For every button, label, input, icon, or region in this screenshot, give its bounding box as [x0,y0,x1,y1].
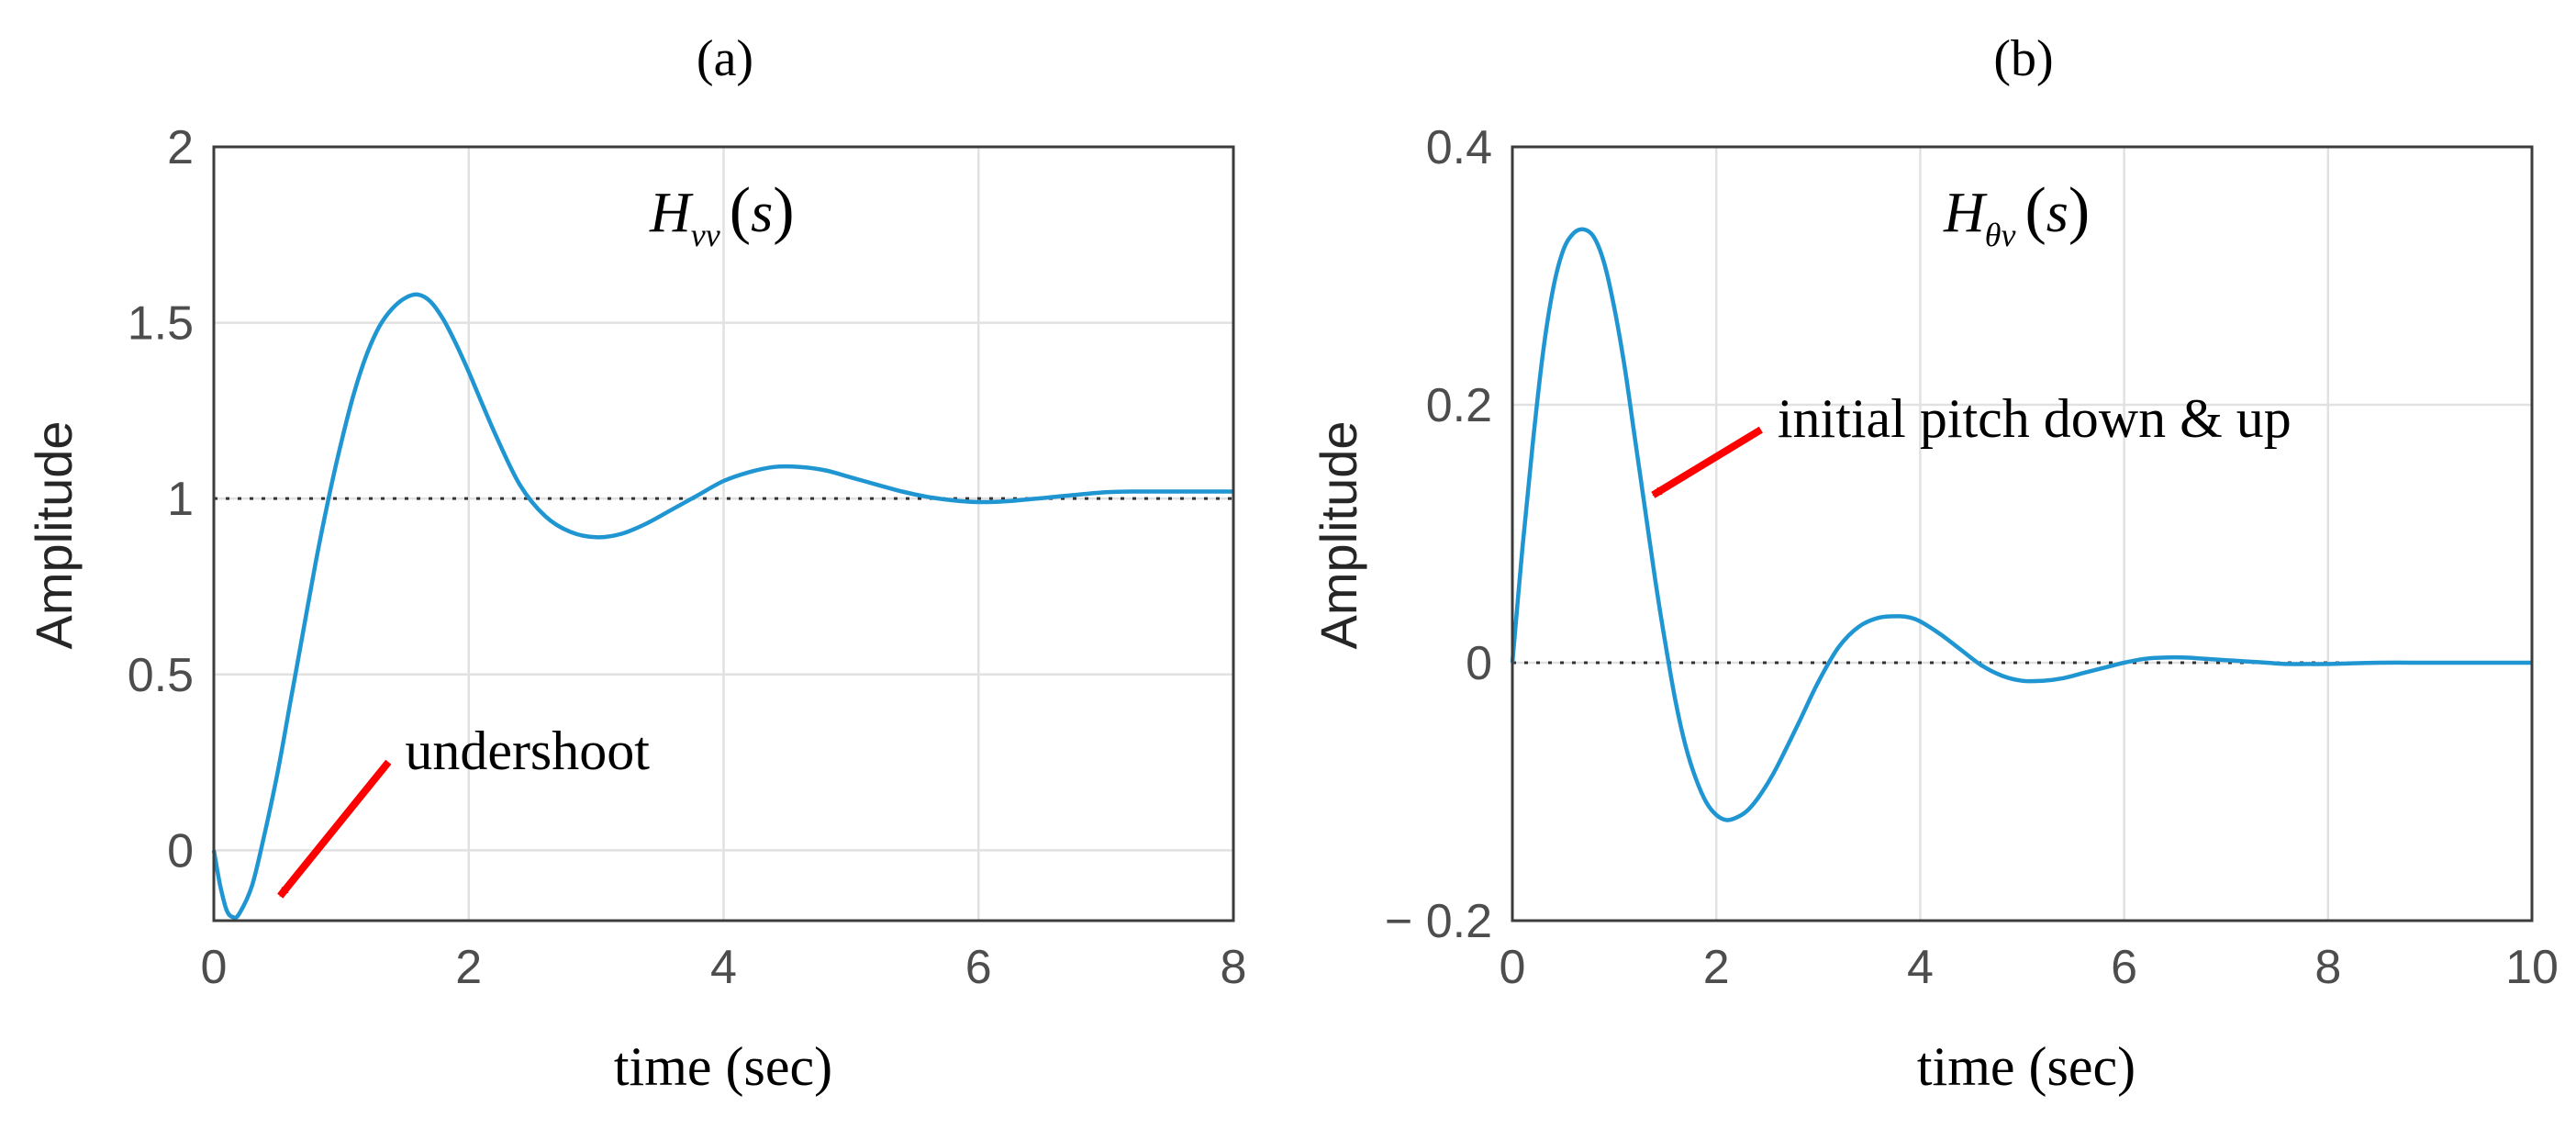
chart-panel-a: (a) 0 2 4 6 8 0 0.5 1 1.5 2 Hvv (s) time (sec) Am… [25,30,1246,1097]
grid-group [1512,147,2532,921]
x-axis-label: time (sec) [1917,1036,2136,1097]
x-tick-label: 10 [2505,941,2559,994]
title-sub: vv [691,217,720,253]
title-arg: s [751,182,773,244]
x-tick-label: 4 [710,941,737,994]
x-tick-label: 6 [2111,941,2137,994]
transfer-function-title: Hθv (s) [1943,175,2090,253]
x-tick-label: 2 [455,941,482,994]
annotation-text: undershoot [405,721,650,781]
y-tick-label: 0 [1466,637,1492,690]
x-tick-label: 0 [1500,941,1526,994]
y-tick-label: 0.4 [1426,121,1492,174]
chart-panel-b: (b) 0 2 4 6 8 10 − 0.200.20.4 Hθv (s) time (se… [1310,30,2559,1097]
title-main: H [1943,182,1988,244]
y-tick-label: 0.5 [128,649,194,702]
y-tick-labels: − 0.2 0 0.2 0.4 [1385,121,1492,948]
annotations: initial pitch down & up [1651,388,2292,498]
y-axis-label: Amplitude [25,420,83,649]
x-axis-label: time (sec) [614,1036,832,1097]
panel-label: (a) [697,30,753,87]
y-tick-label: 1.5 [128,297,194,351]
title-arg: s [2046,182,2069,244]
x-tick-labels: 0 2 4 6 8 10 [1500,941,2559,994]
x-tick-labels: 0 2 4 6 8 [201,941,1247,994]
annotations: undershoot [277,721,650,899]
plot-frame [212,145,1235,922]
grid-group [214,147,1233,921]
transfer-function-title: Hvv (s) [649,175,795,253]
series-line [1510,227,2532,822]
x-tick-label: 6 [965,941,992,994]
y-tick-label: 2 [167,121,194,174]
x-tick-label: 4 [1907,941,1934,994]
x-tick-label: 8 [1221,941,1247,994]
series-line [211,292,1233,920]
plot-frame [1511,145,2534,922]
annotation-arrow [277,759,392,899]
title-sub: θv [1985,217,2016,253]
x-tick-label: 0 [201,941,228,994]
y-tick-labels: 0 0.5 1 1.5 2 [128,121,194,877]
y-tick-label: 1 [167,473,194,526]
title-main: H [649,182,694,244]
annotation-text: initial pitch down & up [1778,388,2292,449]
y-tick-label: 0.2 [1426,379,1492,432]
y-tick-label: 0 [167,824,194,877]
panel-label: (b) [1993,30,2053,87]
x-tick-label: 2 [1703,941,1730,994]
annotation-arrow [1651,426,1763,498]
y-tick-label: − 0.2 [1385,895,1492,948]
x-tick-label: 8 [2314,941,2341,994]
y-axis-label: Amplitude [1310,420,1367,649]
